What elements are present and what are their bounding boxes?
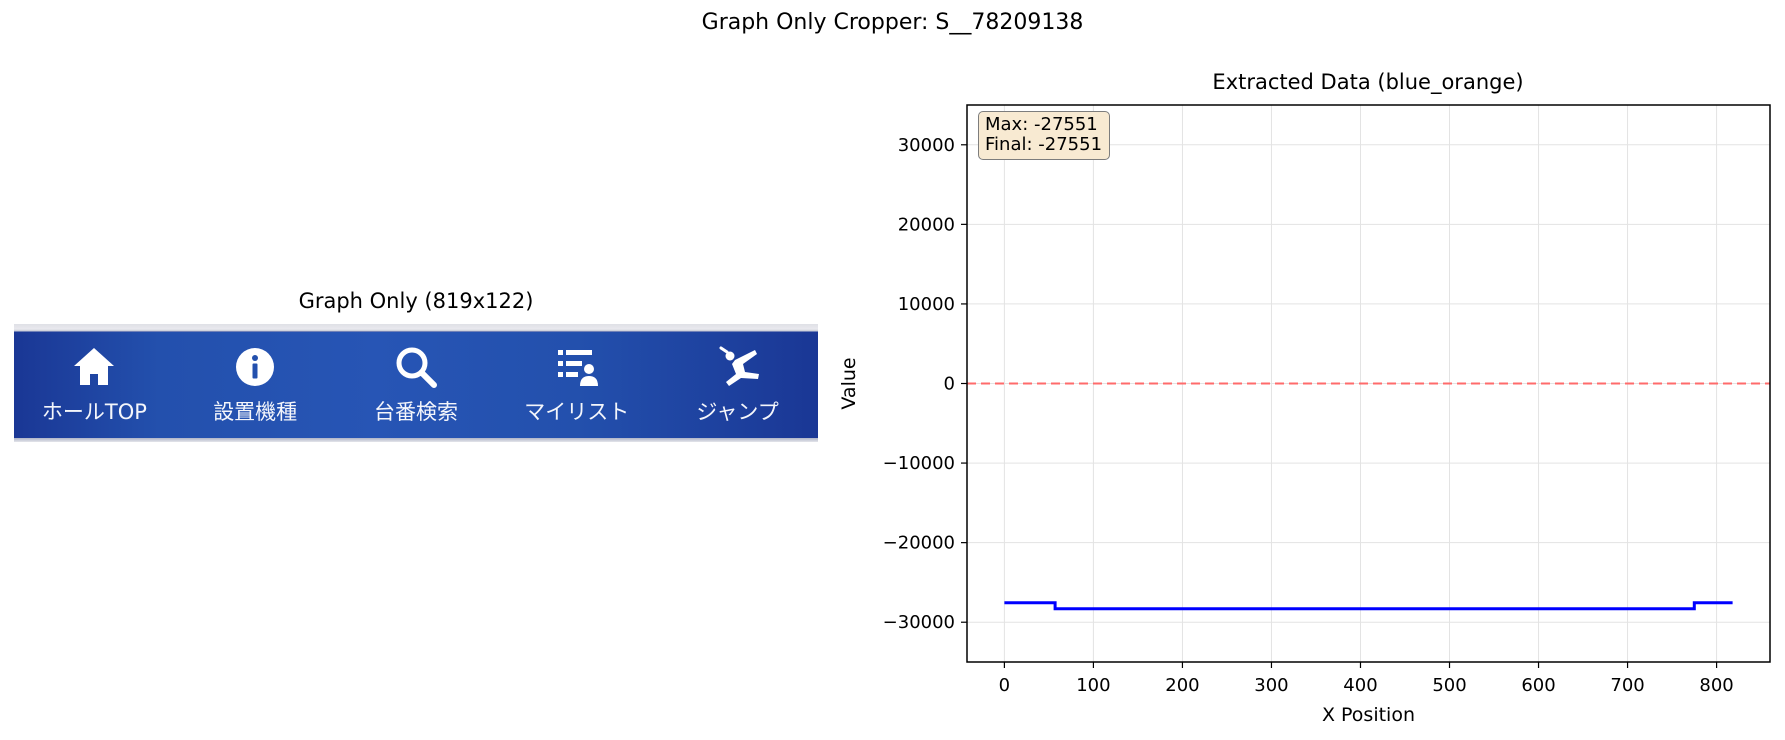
x-tick-label: 0 (999, 675, 1010, 696)
x-tick-label: 600 (1521, 675, 1555, 696)
nav-label-machine-search: 台番検索 (373, 400, 458, 424)
figure-title: Graph Only Cropper: S__78209138 (701, 10, 1084, 35)
stats-box: Max: -27551 Final: -27551 (978, 111, 1111, 160)
nav-label-installed-models: 設置機種 (213, 400, 298, 424)
nav-item-installed-models[interactable]: 設置機種 (175, 332, 336, 438)
stats-final: Final: -27551 (985, 134, 1103, 155)
y-tick-label: −10000 (883, 453, 955, 474)
nav-item-hall-top[interactable]: ホールTOP (14, 332, 175, 438)
x-tick-label: 700 (1610, 675, 1644, 696)
x-tick-label: 300 (1254, 675, 1288, 696)
left-panel-title: Graph Only (819x122) (298, 289, 534, 313)
nav-bar-image: ホールTOP 設置機種 台番検索 マイリ (14, 324, 818, 442)
stats-max: Max: -27551 (985, 114, 1098, 135)
y-tick-label: 30000 (898, 135, 955, 156)
y-tick-label: 10000 (898, 294, 955, 315)
series-group (1004, 601, 1733, 611)
chart-title: Extracted Data (blue_orange) (1212, 70, 1524, 94)
axis-ticks: 0 100 200 300 400 500 600 700 800 −30000 −20000 −10… (883, 135, 1734, 696)
nav-bar: ホールTOP 設置機種 台番検索 マイリ (14, 332, 818, 438)
nav-label-mylist: マイリスト (524, 400, 630, 424)
nav-item-mylist[interactable]: マイリスト (496, 332, 657, 438)
series-line (1004, 601, 1733, 611)
x-tick-label: 400 (1343, 675, 1377, 696)
nav-item-jump[interactable]: ジャンプ (657, 332, 818, 438)
x-axis-label: X Position (1322, 704, 1415, 726)
y-tick-label: 0 (944, 374, 955, 395)
x-tick-label: 100 (1076, 675, 1110, 696)
jump-icon (719, 346, 759, 386)
x-tick-label: 500 (1432, 675, 1466, 696)
home-icon (74, 348, 115, 385)
mylist-icon (557, 350, 598, 386)
y-axis-label: Value (838, 357, 860, 409)
search-icon (396, 347, 437, 388)
y-tick-label: 20000 (898, 214, 955, 235)
x-tick-label: 800 (1699, 675, 1733, 696)
nav-label-hall-top: ホールTOP (41, 400, 147, 424)
nav-bar-bottom-edge (14, 438, 818, 442)
y-tick-label: −30000 (883, 612, 955, 633)
x-tick-label: 200 (1165, 675, 1199, 696)
nav-label-jump: ジャンプ (696, 400, 779, 424)
nav-item-machine-search[interactable]: 台番検索 (336, 332, 497, 438)
info-icon (236, 348, 275, 386)
y-tick-label: −20000 (883, 533, 955, 554)
